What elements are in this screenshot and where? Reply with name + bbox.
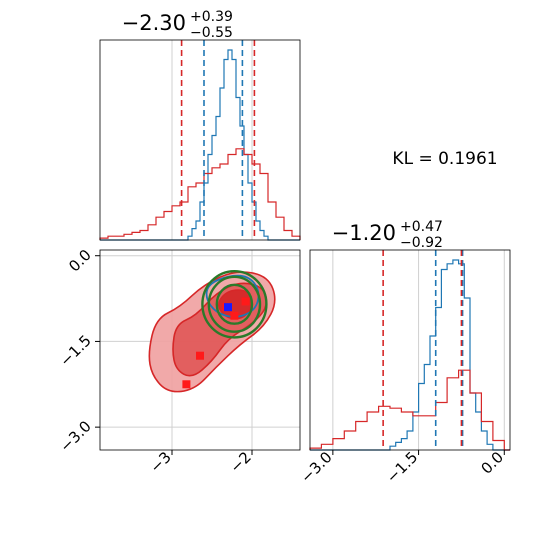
joint-y-tick-label: −3.0 <box>56 417 94 455</box>
top-title-lower-error: −0.55 <box>190 25 233 41</box>
joint-plot-area <box>148 269 276 393</box>
joint-y-tick-label: 0.0 <box>65 246 95 276</box>
right-histogram-series-1 <box>309 369 510 451</box>
top-frame <box>99 39 301 241</box>
joint-frame <box>99 249 301 451</box>
joint-x-tick-label: −2 <box>226 448 254 476</box>
joint-green-ellipse-0 <box>215 283 254 325</box>
joint-red-point <box>196 351 204 360</box>
kl-annotation: KL = 0.1961 <box>392 149 497 169</box>
joint-red-point <box>182 380 191 389</box>
joint-x-tick-label: −3 <box>146 448 174 476</box>
joint-green-ellipse-2 <box>201 269 268 339</box>
joint-green-ellipse-1 <box>207 275 262 333</box>
joint-blue-contour-0 <box>205 274 260 318</box>
joint-y-tick-label: −1.5 <box>56 332 94 370</box>
top-title-upper-error: +0.39 <box>190 9 233 25</box>
panel-marginal-param-2: −1.20 +0.47−0.92 −3.0 −1.5 0.0 <box>297 219 511 487</box>
joint-red-point <box>241 297 250 306</box>
right-x-tick-label: −3.0 <box>297 448 335 486</box>
right-title-lower-error: −0.92 <box>400 235 443 251</box>
top-histogram-series-0 <box>100 49 300 241</box>
joint-blue-point <box>224 303 232 312</box>
right-x-tick-label: −1.5 <box>383 448 421 486</box>
right-title-upper-error: +0.47 <box>400 219 443 235</box>
right-histogram-series-0 <box>310 259 510 451</box>
right-frame <box>309 249 511 451</box>
joint-red-point <box>230 311 239 320</box>
right-title-value: −1.20 <box>332 221 396 245</box>
panel-marginal-param-1: −2.30 +0.39−0.55 <box>99 9 301 241</box>
top-title-value: −2.30 <box>122 11 186 35</box>
right-x-tick-label: 0.0 <box>478 448 508 478</box>
top-histogram-series-1 <box>99 148 301 240</box>
panel-joint-2d: −3 −2 0.0 −1.5 −3.0 <box>56 246 301 476</box>
